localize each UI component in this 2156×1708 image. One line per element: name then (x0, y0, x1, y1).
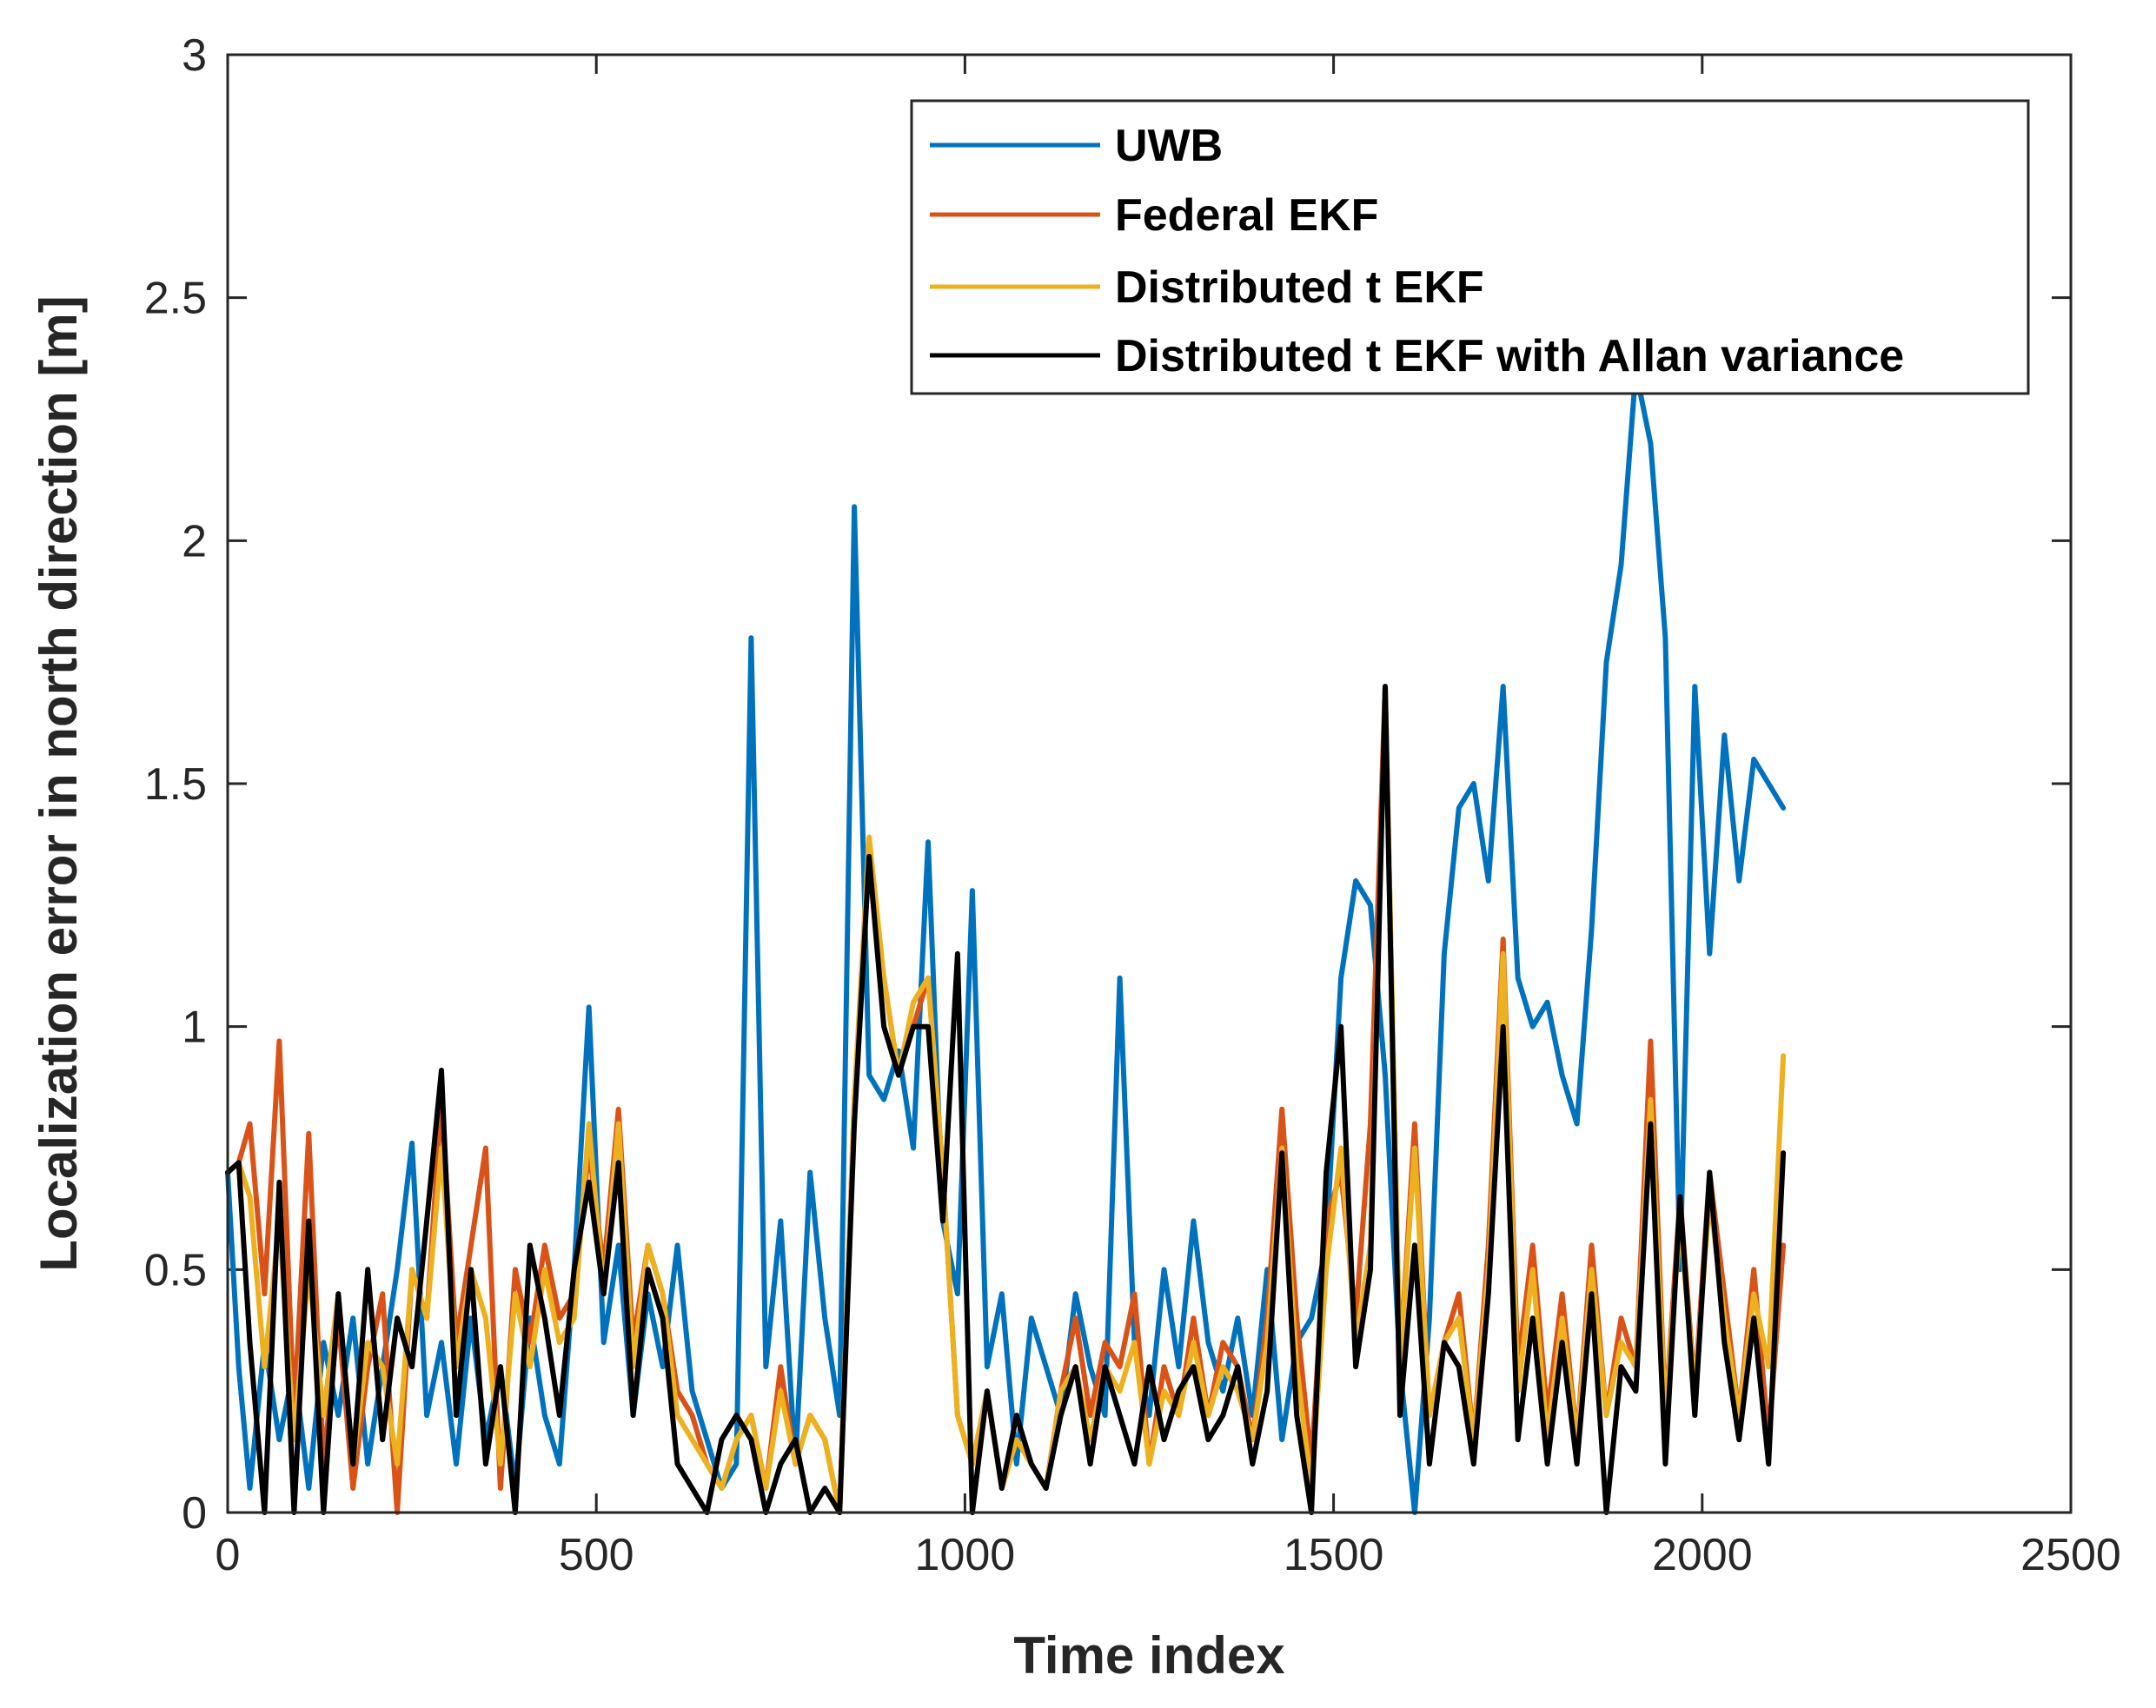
x-tick-label: 2000 (1652, 1530, 1753, 1580)
legend: UWB Federal EKF Distributed t EKF Distri… (910, 99, 2030, 395)
y-tick-label: 1 (182, 1003, 207, 1053)
y-tick-label: 2.5 (144, 274, 207, 324)
x-tick-label: 500 (559, 1530, 634, 1580)
legend-label-distributed-t-ekf-allan: Distributed t EKF with Allan variance (1115, 331, 1904, 381)
y-tick-label: 1.5 (144, 759, 207, 810)
legend-box (910, 99, 2030, 395)
legend-label-federal-ekf: Federal EKF (1115, 190, 1378, 241)
plot-area (225, 367, 1787, 1515)
tick-labels: 0 500 1000 1500 2000 2500 0 0.5 1 1.5 2 2.5 3 (144, 30, 2121, 1580)
legend-label-uwb: UWB (1115, 121, 1223, 171)
series-line-distributed-t-ekf-with-allan-variance (225, 684, 1787, 1515)
x-axis-title: Time index (1013, 1626, 1284, 1685)
y-tick-label: 0.5 (144, 1245, 207, 1295)
y-tick-label: 2 (182, 516, 207, 566)
series-layer (225, 367, 1787, 1515)
y-tick-label: 0 (182, 1488, 207, 1539)
x-tick-label: 0 (216, 1530, 241, 1580)
y-tick-label: 3 (182, 30, 207, 81)
x-tick-label: 1500 (1284, 1530, 1384, 1580)
x-tick-label: 1000 (915, 1530, 1016, 1580)
y-axis-title: Localization error in north direction [m… (30, 295, 88, 1271)
axes-box (226, 53, 2073, 1514)
legend-label-distributed-t-ekf: Distributed t EKF (1115, 262, 1484, 313)
x-tick-label: 2500 (2020, 1530, 2121, 1580)
